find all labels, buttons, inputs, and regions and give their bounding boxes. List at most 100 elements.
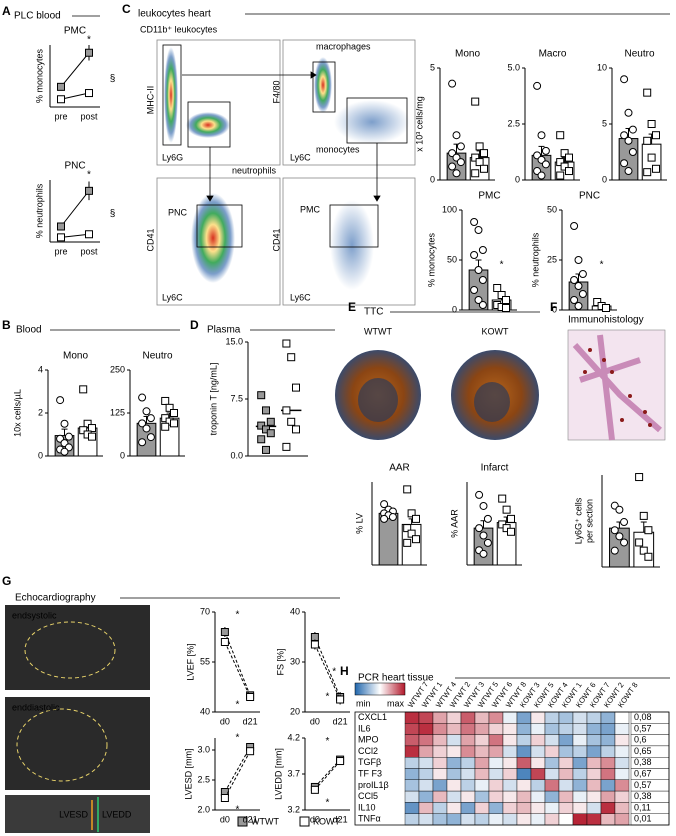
heat-cell [474,734,490,747]
legend-swatch [299,816,310,827]
chart-title: PMC [64,26,86,37]
y-tick-label: 40 [290,606,300,616]
marker [310,785,319,794]
x-tick-label: d0 [220,716,230,726]
heat-cell [572,779,588,792]
data-point [170,409,178,417]
data-point [474,226,483,234]
marker [336,695,345,704]
y-axis-label: 10x cells/µL [12,389,22,437]
heat-cell [404,711,420,724]
p-value: 0,08 [634,712,652,722]
y-axis-label: % neutrophils [34,183,44,238]
heat-cell [432,711,448,724]
heat-cell [586,757,602,769]
flow-gates [162,44,408,248]
data-point [388,513,397,522]
heat-cell [530,802,546,814]
heat-cell [572,813,588,826]
heat-cell [614,790,630,803]
heat-cell [572,790,588,803]
flow-label: Ly6C [290,292,311,302]
data-point [380,500,389,509]
y-tick-label: 2 [38,407,43,417]
heat-cell [586,745,602,758]
heat-cell [446,723,462,735]
annotation: * [326,797,330,808]
heat-cell [502,802,518,814]
marker [85,186,93,195]
heat-cell [572,768,588,781]
y-axis-label: % monocytes [34,48,44,103]
heat-cell [460,779,476,792]
data-point [570,296,579,304]
chart-title: Macro [539,49,567,60]
heat-cell [614,768,630,781]
echo-label: LVEDD [102,809,132,819]
heat-cell [600,745,616,758]
data-point [620,518,629,527]
heat-cell [418,802,434,814]
data-point [556,131,565,140]
y-tick-label: 0 [452,304,457,314]
heat-cell [614,723,630,735]
data-point [474,266,483,274]
heat-cell [502,723,518,735]
y-tick-label: 40 [200,706,210,716]
panel-letter: H [340,664,349,678]
panel-title: leukocytes heart [138,9,211,20]
y-tick-label: 2.0 [197,804,210,814]
heat-cell [460,711,476,724]
heat-cell [488,768,504,781]
heat-cell [586,779,602,792]
data-point [138,419,147,428]
y-tick-label: 0 [552,304,557,314]
heat-cell [460,757,476,769]
heat-cell [530,813,546,826]
flow-density [164,47,410,290]
annotation: * [326,736,330,747]
echo-label: endsystolic [12,610,57,620]
data-point [541,146,550,155]
data-point [60,447,69,456]
row-label: proIL1β [358,780,389,790]
data-point [479,549,488,558]
data-point [470,218,479,226]
data-point [475,524,484,533]
panel-title: Blood [16,325,42,336]
data-point [266,417,275,426]
data-point [615,532,624,541]
heat-cell [404,779,420,792]
data-point [643,88,652,97]
series-line [314,644,341,700]
data-point [448,79,457,88]
series-line [314,636,341,698]
heat-cell [558,745,574,758]
panel-title: Immunohistology [568,315,644,326]
heat-cell [488,813,504,826]
data-point [643,136,652,145]
echo-images [5,605,150,833]
data-point [83,419,92,428]
colorbar-label: min [356,698,371,708]
heat-cell [544,790,560,803]
heat-cell [432,768,448,781]
heat-cell [586,790,602,803]
heat-cell [586,723,602,735]
panel-letter: D [190,318,199,332]
marker [57,233,65,242]
heat-cell [488,779,504,792]
heat-cell [404,790,420,803]
data-point [146,433,155,442]
heat-cell [502,711,518,724]
heat-cell [558,711,574,724]
data-point [282,406,291,415]
y-axis-label: Ly6G⁺ cells [573,497,583,544]
heat-cell [614,802,630,814]
heat-cell [418,734,434,747]
panel-title: TTC [364,307,383,318]
y-tick-label: 50 [447,254,457,264]
y-tick-label: 125 [110,407,125,417]
marker [246,747,255,756]
